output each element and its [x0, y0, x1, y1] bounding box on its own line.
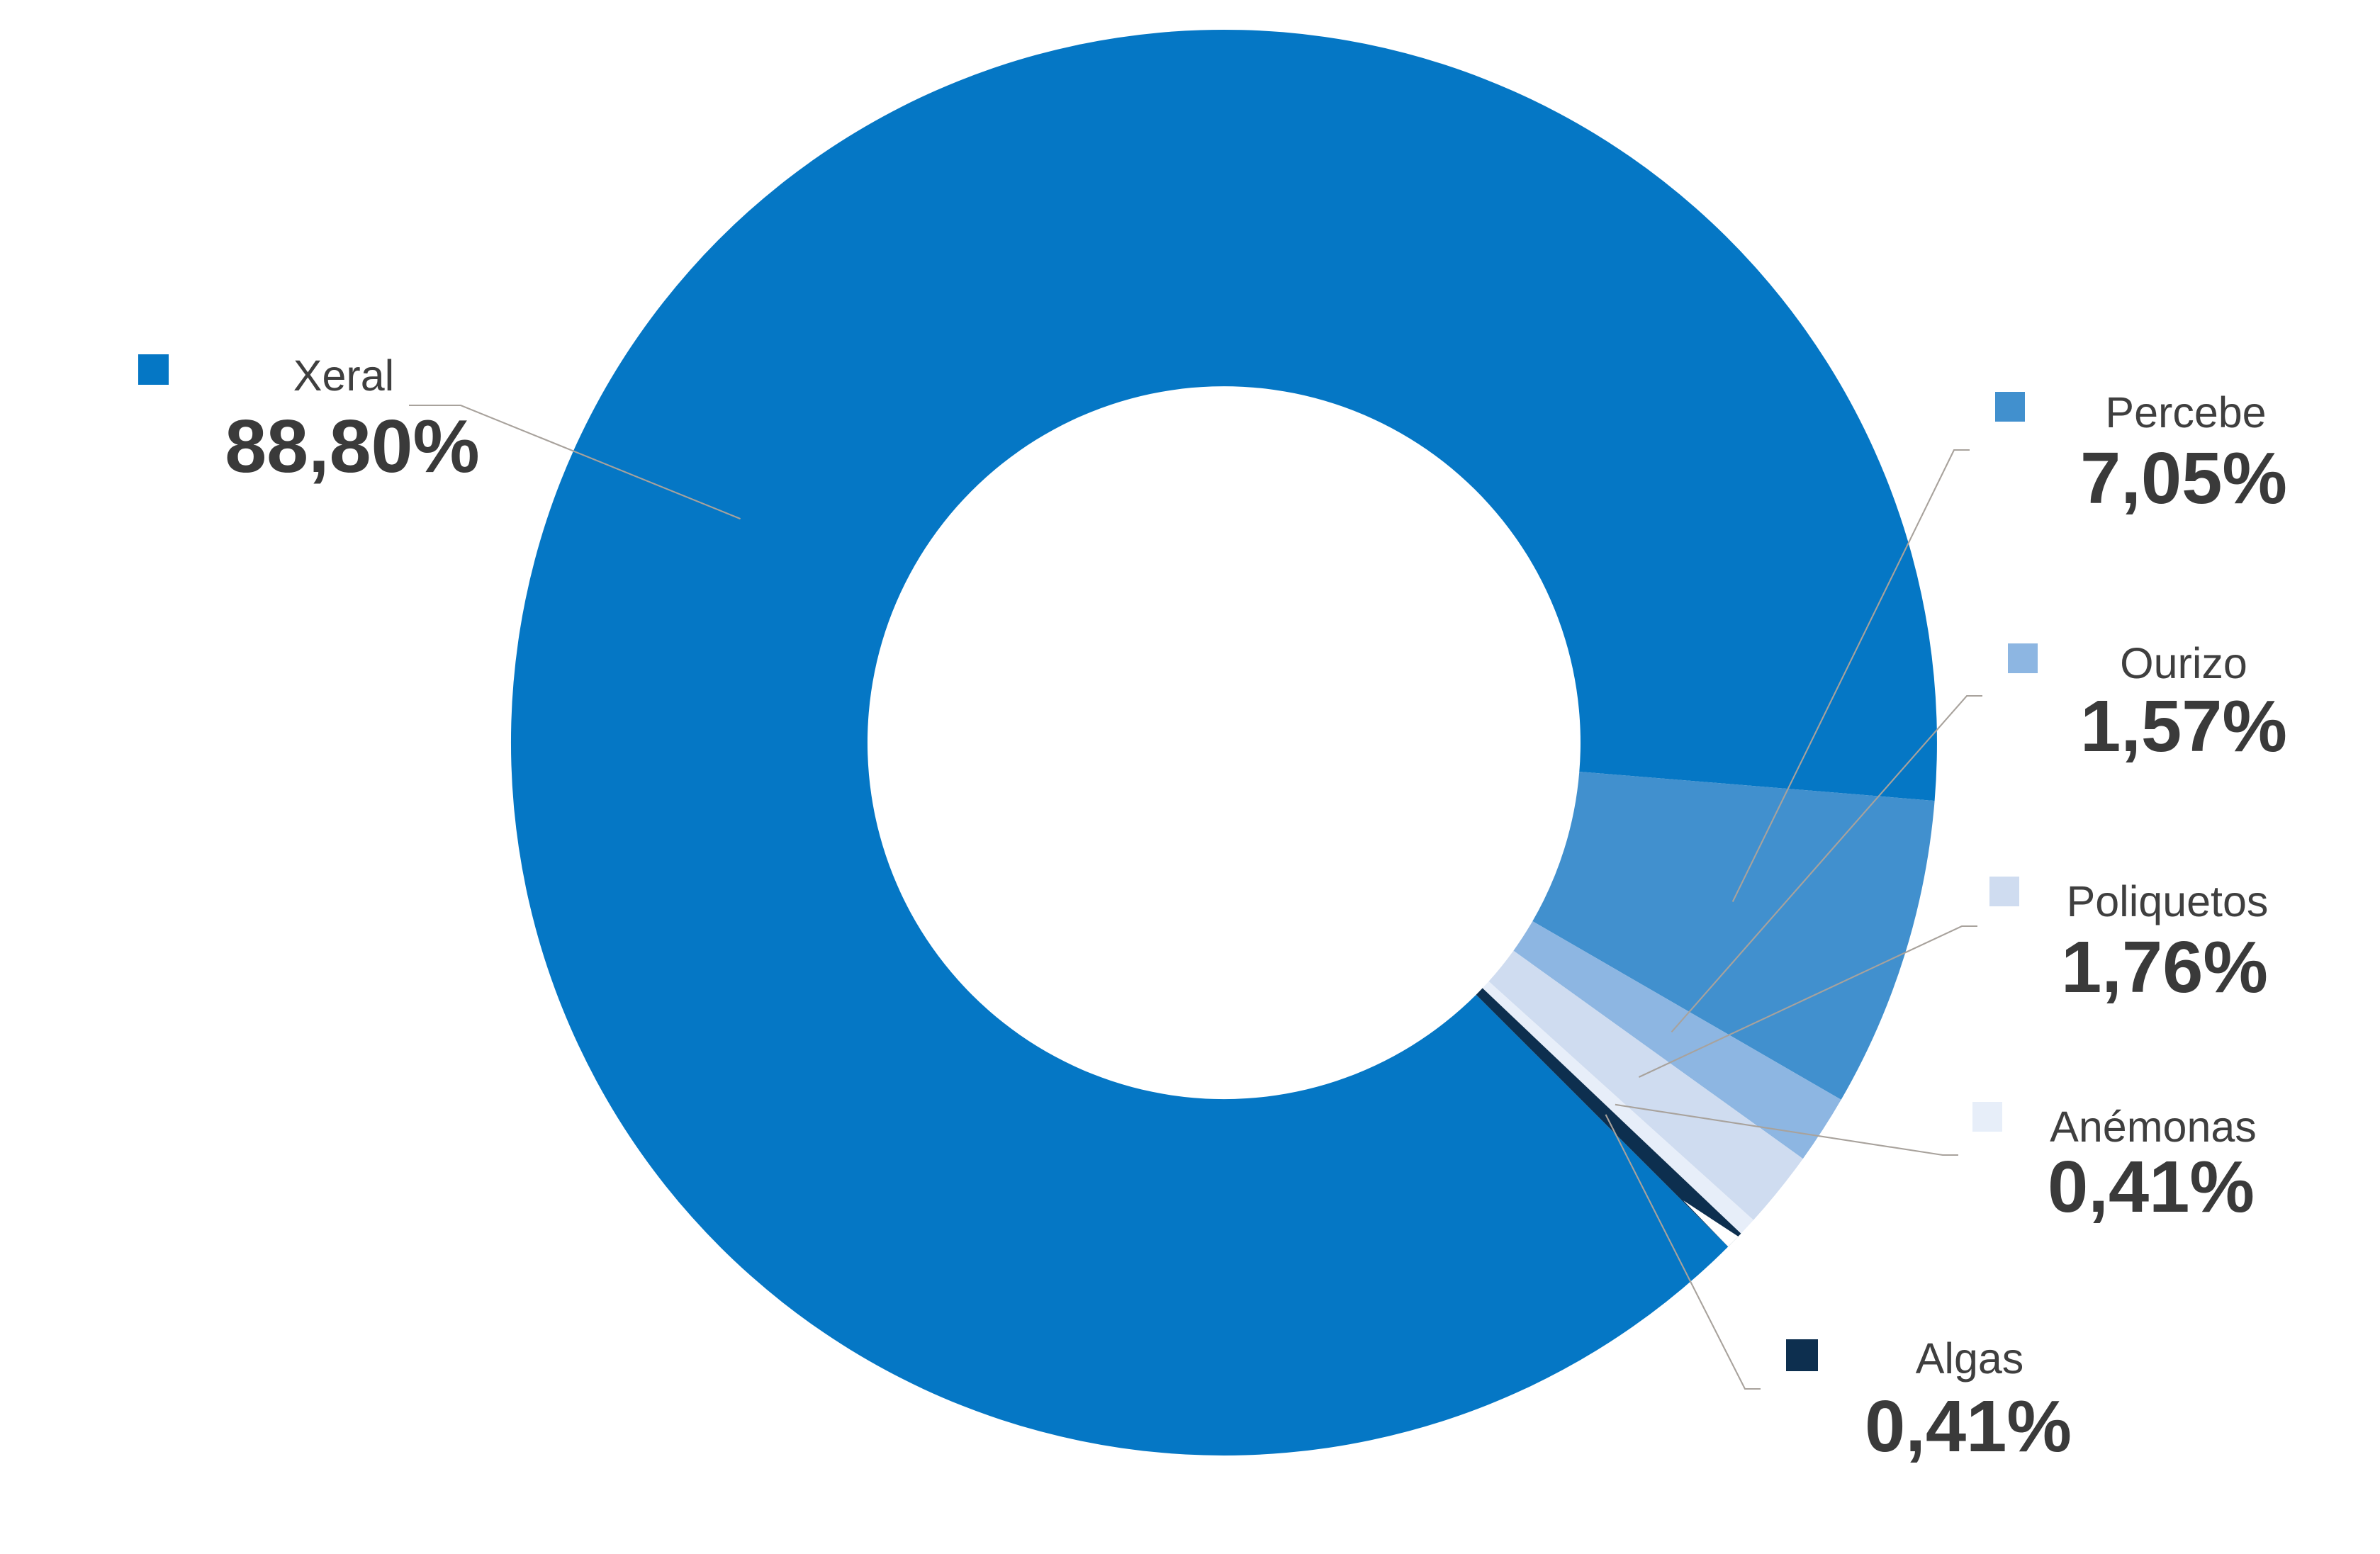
- svg-text:1,57%: 1,57%: [2080, 685, 2287, 767]
- svg-text:Xeral: Xeral: [293, 351, 394, 400]
- svg-text:0,41%: 0,41%: [1865, 1385, 2072, 1467]
- svg-text:Percebe: Percebe: [2105, 388, 2266, 437]
- svg-text:7,05%: 7,05%: [2080, 437, 2287, 519]
- svg-text:Poliquetos: Poliquetos: [2067, 877, 2269, 925]
- svg-text:1,76%: 1,76%: [2061, 926, 2268, 1008]
- svg-text:88,80%: 88,80%: [225, 405, 480, 488]
- svg-text:Anémonas: Anémonas: [2050, 1103, 2257, 1151]
- svg-text:Algas: Algas: [1916, 1334, 2024, 1383]
- svg-text:0,41%: 0,41%: [2048, 1146, 2255, 1227]
- svg-text:Ourizo: Ourizo: [2120, 639, 2247, 687]
